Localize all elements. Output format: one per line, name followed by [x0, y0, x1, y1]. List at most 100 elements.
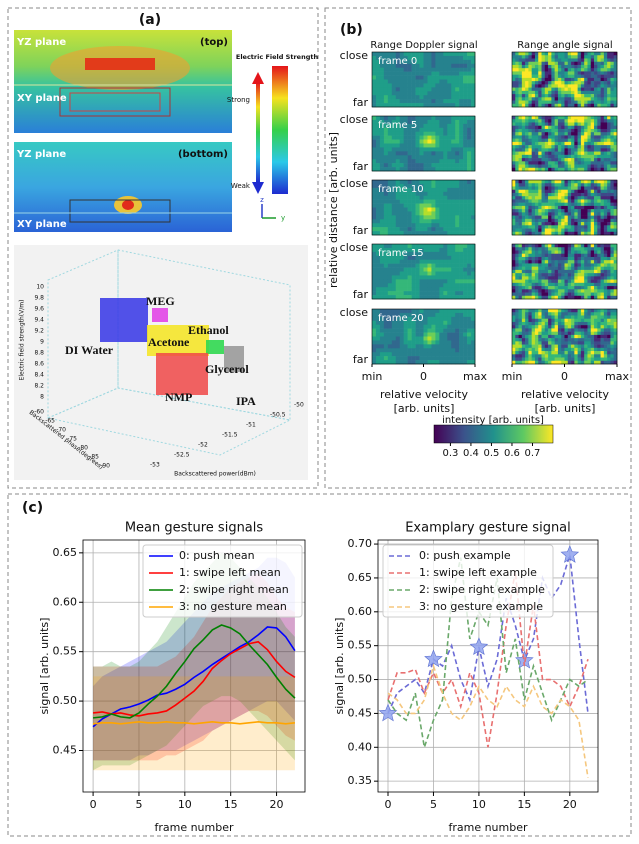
heat-cell [577, 183, 582, 187]
heat-cell [379, 223, 385, 228]
heat-cell [525, 244, 529, 248]
heat-cell [584, 135, 588, 139]
heat-cell [419, 143, 424, 148]
heat-cell [610, 68, 615, 72]
heat-cell [603, 180, 608, 184]
heat-cell [451, 116, 456, 121]
heat-cell [399, 59, 404, 65]
heat-cell [375, 119, 381, 125]
heat-cell [395, 316, 401, 322]
heat-cell [372, 360, 377, 365]
heat-cell [597, 212, 601, 216]
heat-cell [571, 205, 575, 210]
heat-cell [387, 336, 393, 341]
heat-cell [541, 334, 546, 339]
heat-cell [391, 324, 397, 329]
heat-cell [515, 158, 519, 162]
heat-cell [567, 205, 572, 210]
x-axis-label: frame number [154, 821, 234, 834]
heat-cell [431, 95, 436, 100]
heat-cell [590, 116, 595, 120]
heat-cell [399, 295, 404, 300]
heat-cell [447, 312, 452, 318]
heat-cell [525, 269, 529, 274]
heat-cell [525, 351, 529, 355]
heat-cell [521, 161, 526, 165]
heat-cell [435, 63, 440, 69]
heat-cell [431, 223, 436, 228]
heat-cell [447, 183, 452, 189]
heat-cell [411, 352, 416, 357]
heat-cell [551, 273, 555, 277]
heat-cell [613, 151, 618, 156]
heat-cell [443, 295, 448, 300]
heat-cell [574, 183, 578, 187]
heat-cell [447, 95, 452, 100]
heat-cell [561, 186, 565, 191]
heat-cell [415, 191, 420, 197]
heat-cell [557, 289, 562, 293]
heat-cell [597, 292, 601, 297]
heat-cell [375, 247, 381, 253]
heat-cell [531, 334, 536, 339]
heat-cell [423, 283, 428, 288]
heat-cell [567, 253, 572, 258]
heat-cell [415, 63, 420, 69]
heat-cell [518, 180, 523, 184]
heat-cell [528, 351, 532, 355]
heat-cell [439, 191, 444, 197]
heat-cell [459, 55, 464, 61]
heat-cell [515, 154, 519, 159]
heat-cell [463, 227, 468, 232]
heat-cell [587, 328, 592, 332]
heat-cell [395, 95, 401, 100]
heat-cell [554, 334, 559, 339]
heat-cell [600, 260, 605, 264]
sim-bottom: YZ plane XY plane (bottom) [14, 142, 232, 232]
heat-cell [439, 219, 444, 224]
heat-cell [590, 218, 595, 223]
heat-cell [577, 247, 582, 251]
heat-cell [375, 151, 381, 156]
heat-cell [459, 91, 464, 96]
heat-cell [548, 321, 552, 326]
heat-cell [610, 167, 615, 172]
heat-cell [419, 215, 424, 220]
heat-cell [419, 99, 424, 104]
heat-cell [411, 135, 416, 140]
heat-cell [577, 344, 582, 349]
heat-cell [439, 356, 444, 361]
heat-cell [610, 158, 615, 162]
heat-cell [544, 309, 549, 313]
heat-cell [459, 52, 464, 57]
heat-cell [518, 295, 523, 300]
heat-cell [383, 352, 389, 357]
heat-cell [603, 196, 608, 200]
heat-cell [443, 320, 448, 326]
heat-cell [541, 247, 546, 251]
heat-cell [379, 247, 385, 253]
heat-cell [407, 279, 412, 284]
heat-cell [525, 52, 529, 56]
heat-cell [528, 68, 532, 72]
heat-cell [407, 127, 412, 133]
heat-cell [544, 347, 549, 352]
heat-cell [447, 271, 452, 276]
heat-cell [571, 141, 575, 146]
heat-cell [551, 196, 555, 200]
heat-cell [541, 55, 546, 59]
heat-cell [577, 161, 582, 165]
heat-cell [574, 315, 578, 320]
heat-cell [415, 247, 420, 253]
heat-cell [600, 321, 605, 326]
heat-cell [600, 199, 605, 203]
heat-cell [577, 357, 582, 362]
heat-cell [551, 116, 555, 120]
heat-cell [557, 125, 562, 130]
heat-cell [597, 132, 601, 136]
heat-cell [577, 222, 582, 226]
heat-cell [512, 228, 516, 233]
heat-cell [372, 244, 377, 249]
heat-cell [419, 163, 424, 168]
heat-cell [391, 91, 397, 96]
